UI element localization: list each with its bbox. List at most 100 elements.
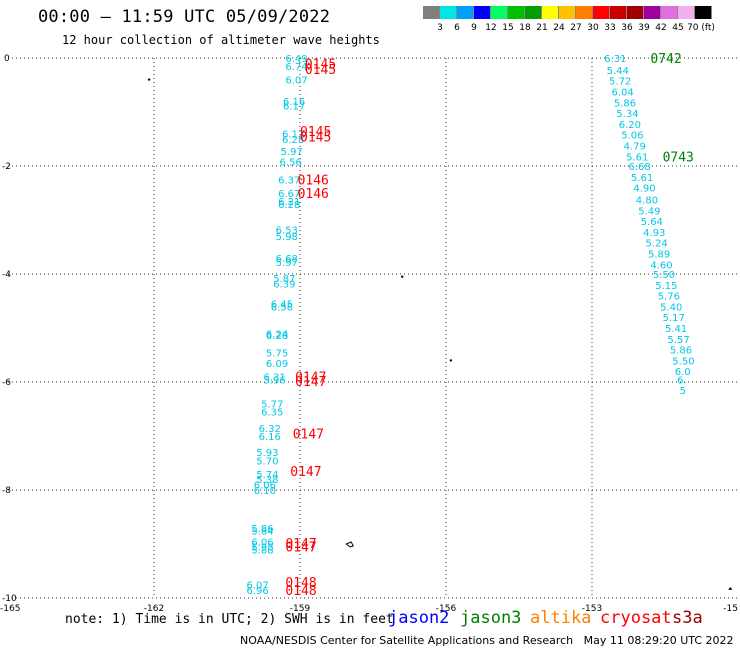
swh-value: 4.60 xyxy=(650,260,672,271)
swh-value: 6.09 xyxy=(266,359,288,370)
x-tick-label: -159 xyxy=(290,604,311,614)
swh-value: 6.37 xyxy=(278,176,300,187)
color-swatch xyxy=(610,6,627,19)
color-swatch xyxy=(678,6,695,19)
color-swatch xyxy=(491,6,508,19)
color-scale-label: 33 xyxy=(604,23,616,33)
swh-value: 6.67 xyxy=(278,189,300,200)
y-tick-label: 0 xyxy=(4,54,10,64)
color-scale-label: 15 xyxy=(502,23,514,33)
swh-value: 5.57 xyxy=(667,335,689,346)
swh-value: 4.90 xyxy=(633,184,655,195)
legend-cryosat: cryosat xyxy=(600,608,672,628)
legend-s3a: s3a xyxy=(672,608,703,628)
units-note: note: 1) Time is in UTC; 2) SWH is in fe… xyxy=(65,612,394,627)
swh-value: 6.31 xyxy=(264,373,286,384)
pass-time: 0148 xyxy=(285,576,316,591)
color-scale-label: 6 xyxy=(454,23,460,33)
swh-value: 6.68 xyxy=(629,162,651,173)
swh-value: 5.61 xyxy=(626,152,648,163)
pass-time: 0148 xyxy=(285,584,316,599)
x-tick-label: -15 xyxy=(723,604,738,614)
swh-value: 5.97 xyxy=(276,258,298,269)
color-swatch xyxy=(508,6,525,19)
color-swatch xyxy=(525,6,542,19)
color-scale-label: 39 xyxy=(638,23,650,33)
chart-subtitle: 12 hour collection of altimeter wave hei… xyxy=(62,33,380,47)
swh-value: 6.17 xyxy=(283,102,305,113)
swh-value: 5.84 xyxy=(251,527,273,538)
swh-value: 5.17 xyxy=(663,313,685,324)
y-tick-label: -6 xyxy=(2,378,11,388)
swh-value: 4.93 xyxy=(643,228,665,239)
pass-time: 0147 xyxy=(295,371,326,386)
pass-time: 0147 xyxy=(285,537,316,552)
color-swatch xyxy=(627,6,644,19)
swh-value: 5.96 xyxy=(264,375,286,386)
swh-value: 6.21 xyxy=(278,197,300,208)
color-swatch xyxy=(423,6,440,19)
color-scale-label: 21 xyxy=(536,23,548,33)
pass-time: 0147 xyxy=(290,465,321,480)
color-swatch xyxy=(474,6,491,19)
swh-value: 6.31 xyxy=(604,54,626,65)
swh-value: 6.58 xyxy=(271,302,293,313)
swh-value: 5.38 xyxy=(256,475,278,486)
swh-value: 6.06 xyxy=(254,481,276,492)
pass-time: 0147 xyxy=(285,541,316,556)
swh-value: 5.50 xyxy=(653,270,675,281)
swh-value: 5.86 xyxy=(670,346,692,357)
color-scale-label: 30 xyxy=(587,23,599,33)
island-outline xyxy=(345,541,354,548)
swh-value: 6.28 xyxy=(266,331,288,342)
color-swatch xyxy=(440,6,457,19)
color-swatch xyxy=(576,6,593,19)
color-swatch xyxy=(593,6,610,19)
pass-time: 0145 xyxy=(305,57,336,72)
swh-value: 6.28 xyxy=(278,200,300,211)
y-tick-label: -2 xyxy=(2,162,11,172)
swh-value: 6.32 xyxy=(259,424,281,435)
swh-value: 6.24 xyxy=(266,329,288,340)
y-tick-label: -8 xyxy=(2,486,11,496)
swh-value: 6.06 xyxy=(251,537,273,548)
color-swatch xyxy=(457,6,474,19)
color-swatch xyxy=(559,6,576,19)
color-swatch xyxy=(542,6,559,19)
swh-value: 5 xyxy=(680,386,686,397)
swh-value: 5.87 xyxy=(273,274,295,285)
color-scale-label: 36 xyxy=(621,23,633,33)
island-dot xyxy=(449,359,453,362)
swh-value: 6. xyxy=(677,375,687,386)
pass-time: 0147 xyxy=(295,375,326,390)
swh-value: 5.50 xyxy=(672,356,694,367)
pass-time: 0145 xyxy=(300,125,331,140)
swh-value: 5.97 xyxy=(281,147,303,158)
color-scale-label: 12 xyxy=(485,23,497,33)
color-swatch xyxy=(644,6,661,19)
swh-value: 5.86 xyxy=(251,524,273,535)
island-dot xyxy=(401,275,404,278)
color-swatch xyxy=(661,6,678,19)
pass-time: 0742 xyxy=(650,52,681,67)
pass-time: 0146 xyxy=(298,187,329,202)
swh-value: 6.39 xyxy=(273,280,295,291)
legend-jason2: jason2 xyxy=(388,608,450,628)
color-scale-label: 70 (ft) xyxy=(687,23,715,33)
swh-value: 6.53 xyxy=(276,226,298,237)
swh-value: 6.07 xyxy=(285,76,307,87)
swh-value: 6.07 xyxy=(246,581,268,592)
color-scale-label: 45 xyxy=(672,23,684,33)
swh-value: 5.49 xyxy=(638,206,660,217)
color-swatch xyxy=(695,6,712,19)
swh-value: 5.86 xyxy=(614,98,636,109)
swh-value: 6.20 xyxy=(619,120,641,131)
chart-title: 00:00 – 11:59 UTC 05/09/2022 xyxy=(38,7,331,27)
swh-value: 5.74 xyxy=(256,470,278,481)
swh-value: 6.49 xyxy=(285,54,307,65)
color-scale-label: 27 xyxy=(570,23,582,33)
swh-value: 5.70 xyxy=(256,456,278,467)
swh-value: 5.77 xyxy=(261,400,283,411)
swh-value: 5.89 xyxy=(648,249,670,260)
